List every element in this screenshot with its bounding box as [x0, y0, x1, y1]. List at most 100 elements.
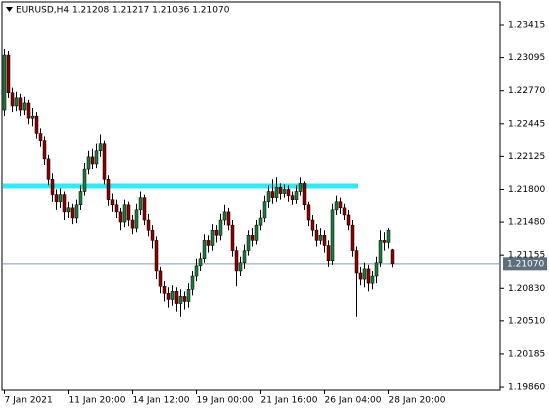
candle-body [246, 235, 251, 251]
symbol-icon [6, 7, 13, 12]
chart-title: EURUSD,H4 1.21208 1.21217 1.21036 1.2107… [16, 6, 230, 16]
candle-body [18, 97, 23, 111]
candle-body [382, 240, 387, 243]
candle-body [46, 158, 51, 180]
candle-body [218, 219, 223, 236]
candle-body [42, 140, 47, 160]
candle-body [286, 189, 291, 196]
candle-body [146, 219, 151, 231]
candle-body [250, 235, 255, 241]
y-tick-label: 1.22125 [508, 152, 545, 162]
candle-body [330, 209, 335, 262]
candle-body [126, 204, 131, 221]
candle-body [234, 250, 239, 272]
y-tick-label: 1.20185 [508, 349, 545, 359]
y-tick-label: 1.23095 [508, 53, 545, 63]
candle-body [362, 268, 367, 280]
x-tick-label: 26 Jan 04:00 [325, 396, 382, 406]
candle-body [378, 240, 383, 264]
candle-body [34, 115, 39, 134]
candle-body [138, 197, 143, 211]
candle-body [62, 194, 67, 213]
x-tick-label: 19 Jan 00:00 [197, 396, 254, 406]
price-label-box [503, 257, 547, 271]
x-tick-label: 7 Jan 2021 [5, 396, 53, 406]
candle-body [130, 219, 135, 229]
candle-body [74, 204, 79, 219]
candle-body [70, 207, 75, 219]
x-tick-label: 14 Jan 12:00 [133, 396, 190, 406]
candle-body [366, 268, 371, 284]
candle-body [254, 224, 259, 241]
candle-body [10, 92, 15, 107]
candle-body [358, 272, 363, 280]
x-tick-label: 21 Jan 16:00 [261, 396, 318, 406]
y-tick-label: 1.23415 [508, 21, 545, 31]
candle-body [26, 102, 31, 119]
candle-body [14, 97, 19, 107]
candle-body [82, 168, 87, 192]
x-tick-label: 28 Jan 20:00 [389, 396, 446, 406]
candle-body [66, 207, 71, 213]
candle-body [306, 204, 311, 221]
candle-body [110, 199, 115, 206]
candle-body [230, 224, 235, 251]
candle-body [294, 191, 299, 200]
candle-body [238, 262, 243, 272]
candle-body [134, 209, 139, 229]
candle-body [278, 187, 283, 194]
candle-body [142, 197, 147, 221]
candle-body [86, 156, 91, 170]
candle-body [22, 102, 27, 111]
candle-body [50, 179, 55, 195]
y-tick-label: 1.21155 [508, 251, 545, 261]
candle-body [58, 194, 63, 202]
candle-body [222, 211, 227, 221]
y-tick-label: 1.20510 [508, 316, 545, 326]
candle-body [270, 191, 275, 198]
candle-body [102, 143, 107, 180]
candle-body [210, 229, 215, 246]
candle-body [174, 291, 179, 304]
candle-body [334, 201, 339, 211]
candle-body [6, 54, 11, 93]
candle-body [354, 250, 359, 274]
candle-body [182, 296, 187, 302]
candle-body [194, 265, 199, 277]
candle-body [190, 275, 195, 290]
candle-body [326, 245, 331, 262]
candle-body [274, 187, 279, 198]
candle-body [258, 217, 263, 226]
candle-body [266, 191, 271, 202]
candle-body [350, 224, 355, 251]
candle-body [346, 214, 351, 226]
plot-frame [1, 1, 501, 391]
y-tick-label: 1.22770 [508, 86, 545, 96]
candle-body [166, 293, 171, 300]
candle-body [54, 194, 59, 202]
candle-body [162, 285, 167, 294]
candle-body [322, 235, 327, 246]
x-tick-label: 11 Jan 20:00 [69, 396, 126, 406]
candle-body [282, 189, 287, 194]
candle-body [262, 201, 267, 219]
candle-body [2, 54, 7, 111]
candle-body [154, 240, 159, 272]
candle-body [106, 179, 111, 200]
candle-body [242, 250, 247, 264]
candle-body [290, 195, 295, 200]
candle-body [206, 240, 211, 246]
candle-body [38, 133, 43, 141]
y-tick-label: 1.21800 [508, 185, 545, 195]
candle-body [310, 219, 315, 231]
candle-body [158, 270, 163, 287]
candle-body [118, 211, 123, 223]
candle-body [114, 204, 119, 213]
candle-body [214, 229, 219, 236]
candle-body [198, 258, 203, 267]
candle-body [390, 249, 395, 265]
candle-body [298, 183, 303, 192]
candle-body [30, 115, 35, 119]
